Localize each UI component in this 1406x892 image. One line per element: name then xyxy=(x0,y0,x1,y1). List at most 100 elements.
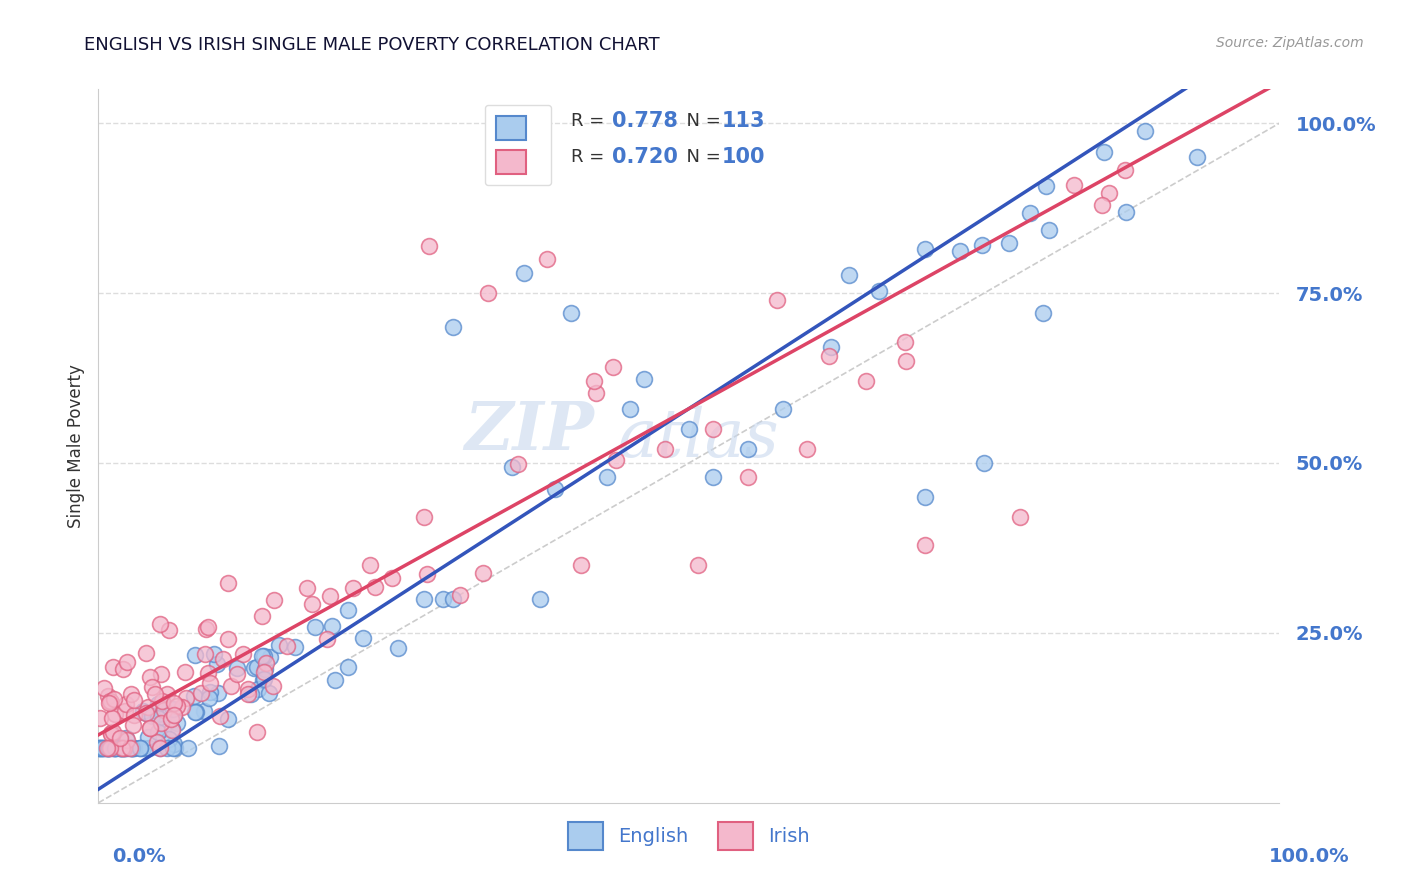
Point xyxy=(120,741,142,756)
Text: R =: R = xyxy=(571,148,610,166)
Point xyxy=(477,286,499,301)
Point xyxy=(246,725,269,739)
Point xyxy=(970,237,993,252)
Point xyxy=(112,741,135,756)
Point xyxy=(160,722,183,736)
Point xyxy=(226,661,249,675)
Point xyxy=(87,741,110,756)
Point xyxy=(342,581,364,595)
Text: 0.0%: 0.0% xyxy=(112,847,166,866)
Point xyxy=(1035,179,1057,194)
Point xyxy=(304,620,326,634)
Point xyxy=(583,375,606,389)
Point xyxy=(174,690,197,705)
Point xyxy=(184,705,207,719)
Text: N =: N = xyxy=(675,112,727,130)
Point xyxy=(184,648,207,662)
Point xyxy=(149,667,172,681)
Point xyxy=(132,741,155,756)
Point xyxy=(163,707,186,722)
Point xyxy=(100,726,122,740)
Point xyxy=(232,648,254,662)
Point xyxy=(259,649,281,664)
Point xyxy=(997,235,1019,250)
Point xyxy=(1018,205,1040,219)
Text: 100: 100 xyxy=(723,147,765,167)
Point xyxy=(166,698,188,713)
Point xyxy=(122,708,145,723)
Legend: English, Irish: English, Irish xyxy=(560,814,818,857)
Point xyxy=(110,741,132,756)
Point xyxy=(190,686,212,700)
Point xyxy=(471,566,494,580)
Point xyxy=(253,662,276,676)
Point xyxy=(796,442,818,457)
Point xyxy=(153,703,176,717)
Point xyxy=(148,711,170,725)
Point xyxy=(162,723,184,737)
Point xyxy=(183,689,205,703)
Point xyxy=(163,708,186,723)
Point xyxy=(250,649,273,664)
Point xyxy=(157,701,180,715)
Text: 113: 113 xyxy=(723,112,765,131)
Point xyxy=(128,741,150,756)
Point xyxy=(560,306,582,320)
Point xyxy=(162,702,184,716)
Point xyxy=(193,705,215,719)
Point xyxy=(136,731,159,745)
Point xyxy=(619,401,641,416)
Point xyxy=(100,727,122,741)
Y-axis label: Single Male Poverty: Single Male Poverty xyxy=(66,364,84,528)
Point xyxy=(838,268,860,282)
Point xyxy=(103,741,125,756)
Point xyxy=(914,537,936,551)
Point xyxy=(101,741,124,756)
Point xyxy=(413,591,436,606)
Point xyxy=(585,385,607,400)
Point xyxy=(855,375,877,389)
Point xyxy=(605,452,627,467)
Point xyxy=(501,460,523,475)
Point xyxy=(97,741,120,756)
Point xyxy=(118,741,141,756)
Point xyxy=(122,718,145,732)
Point xyxy=(256,656,278,670)
Point xyxy=(1114,162,1136,177)
Point xyxy=(1092,145,1115,159)
Point xyxy=(315,632,337,646)
Point xyxy=(98,741,121,756)
Point xyxy=(441,320,464,334)
Point xyxy=(89,741,111,756)
Point xyxy=(96,741,118,756)
Point xyxy=(91,741,114,756)
Point xyxy=(117,741,139,756)
Point xyxy=(141,680,163,694)
Point xyxy=(239,687,262,701)
Point xyxy=(319,589,342,603)
Point xyxy=(112,663,135,677)
Point xyxy=(1135,123,1157,137)
Point xyxy=(194,647,217,661)
Point xyxy=(94,741,117,756)
Point xyxy=(197,666,219,681)
Point xyxy=(197,620,219,634)
Point xyxy=(416,567,439,582)
Point xyxy=(135,706,157,721)
Point xyxy=(263,593,285,607)
Point xyxy=(150,716,173,731)
Point xyxy=(114,704,136,718)
Point xyxy=(252,609,274,624)
Point xyxy=(132,704,155,718)
Point xyxy=(139,670,162,684)
Point xyxy=(149,741,172,756)
Text: atlas: atlas xyxy=(619,406,780,472)
Point xyxy=(157,731,180,746)
Point xyxy=(868,285,890,299)
Point xyxy=(914,490,936,504)
Point xyxy=(100,694,122,708)
Point xyxy=(198,690,221,705)
Point xyxy=(284,640,307,654)
Point xyxy=(128,741,150,756)
Point xyxy=(112,741,135,756)
